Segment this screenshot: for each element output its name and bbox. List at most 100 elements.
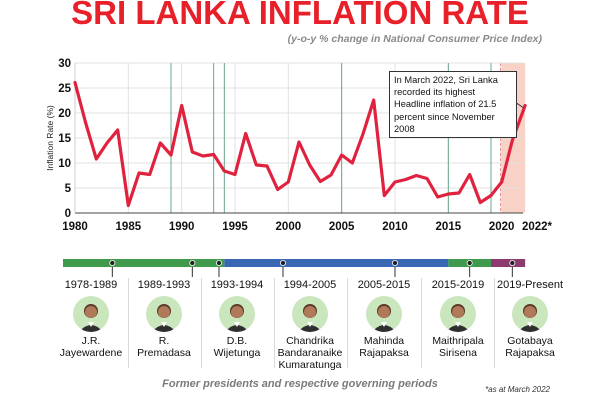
president-portrait-icon: [292, 296, 328, 332]
president-period: 2015-2019: [431, 279, 485, 291]
x-tick-label: 2000: [276, 221, 302, 233]
footer-caption: Former presidents and respective governi…: [162, 378, 438, 390]
president-name-line: Rajapaksa: [359, 347, 409, 359]
x-tick-label: 1990: [169, 221, 195, 233]
data-point: [458, 192, 460, 194]
timeline-marker: [466, 259, 473, 266]
president-name-line: D.B.: [226, 335, 248, 347]
data-point: [447, 193, 450, 195]
data-point: [426, 177, 428, 180]
timeline-marker: [391, 259, 398, 266]
data-point: [511, 139, 514, 142]
chart-title: SRI LANKA INFLATION RATE: [71, 0, 529, 31]
president-name-line: Wijetunga: [213, 347, 261, 359]
data-point: [180, 104, 183, 107]
president-name: Gotabaya Rajapaksa: [485, 335, 575, 359]
data-point: [148, 173, 151, 176]
data-point: [468, 173, 471, 176]
timeline-marker: [189, 259, 196, 266]
president-separator: [421, 278, 422, 368]
president-separator: [127, 278, 129, 368]
president-period: 1993-1994: [210, 279, 264, 291]
president-period: 1994-2005: [283, 279, 337, 291]
x-tick-label: 1985: [116, 221, 142, 233]
data-point: [84, 122, 87, 124]
president-name: R. Premadasa: [119, 335, 209, 359]
data-point: [362, 133, 364, 135]
data-point: [191, 151, 194, 153]
data-point: [383, 194, 386, 197]
data-point: [308, 164, 311, 166]
data-point: [436, 196, 439, 198]
data-point: [95, 158, 98, 160]
data-point: [351, 162, 354, 164]
president-name-line: Mahinda: [363, 335, 405, 347]
data-point: [490, 194, 492, 197]
annotation-box: In March 2022, Sri Lanka recorded its hi…: [389, 71, 517, 139]
president-period: 2005-2015: [357, 279, 411, 291]
president-separator: [273, 278, 275, 368]
president-name-line: Sirisena: [439, 347, 477, 359]
y-tick-label: 30: [58, 58, 71, 70]
timeline-segment: [224, 259, 449, 267]
data-point: [116, 129, 119, 131]
data-point: [255, 164, 258, 166]
data-point: [223, 170, 226, 172]
y-tick-label: 25: [58, 83, 71, 95]
data-point: [159, 142, 162, 144]
data-point: [202, 155, 204, 157]
x-tick-label-end: 2022*: [522, 221, 553, 233]
timeline-marker: [109, 259, 116, 266]
timeline-marker: [215, 259, 222, 266]
timeline-segment: [491, 259, 526, 267]
president-period: 1989-1993: [137, 279, 191, 291]
president-name-line: R.: [158, 335, 170, 347]
data-point: [372, 99, 375, 101]
data-point: [500, 181, 503, 183]
data-point: [244, 132, 247, 135]
data-point: [266, 165, 268, 167]
data-point: [404, 178, 407, 181]
y-tick-label: 0: [65, 208, 71, 220]
y-tick-label: 15: [58, 133, 71, 145]
data-point: [276, 188, 279, 191]
president-separator: [347, 278, 348, 368]
data-point: [330, 174, 332, 176]
timeline-marker: [509, 259, 516, 266]
president-name-line: Bandaranaike: [277, 347, 343, 359]
president-name-line: Gotabaya: [507, 335, 553, 347]
data-point: [298, 141, 300, 143]
data-point: [74, 81, 76, 84]
president-portrait-icon: [146, 296, 182, 332]
president-portrait-icon: [73, 296, 109, 332]
x-tick-label: 2005: [329, 221, 355, 233]
president-name: Chandrika Bandaranaike Kumaratunga: [265, 335, 355, 371]
timeline-segment: [63, 259, 225, 267]
x-tick-label: 1995: [222, 221, 248, 233]
x-tick-label: 2010: [382, 221, 408, 233]
x-tick-label: 2015: [436, 221, 462, 233]
chart-subtitle: (y-o-y % change in National Consumer Pri…: [287, 33, 542, 45]
data-point: [524, 104, 526, 107]
president-separator: [494, 278, 495, 368]
data-point: [212, 153, 215, 156]
data-point: [170, 154, 172, 156]
data-point: [138, 172, 140, 174]
data-point: [415, 174, 418, 177]
y-tick-label: 10: [58, 158, 71, 170]
timeline-marker: [279, 259, 286, 266]
president-period: 2019-Present: [496, 279, 564, 291]
president-name: Maithripala Sirisena: [413, 335, 503, 359]
president-name-line: Maithripala: [432, 335, 484, 347]
y-tick-label: 5: [65, 183, 72, 195]
president-separator: [200, 278, 202, 368]
president-name: J.R. Jayewardene: [46, 335, 136, 359]
y-axis-label: Inflation Rate (%): [45, 105, 55, 171]
data-point: [394, 181, 396, 183]
president-name-line: Jayewardene: [59, 347, 123, 359]
president-period: 1978-1989: [64, 279, 118, 291]
data-point: [287, 181, 290, 183]
x-tick-label: 1980: [62, 221, 88, 233]
president-name: D.B. Wijetunga: [192, 335, 282, 359]
president-portrait-icon: [366, 296, 402, 332]
